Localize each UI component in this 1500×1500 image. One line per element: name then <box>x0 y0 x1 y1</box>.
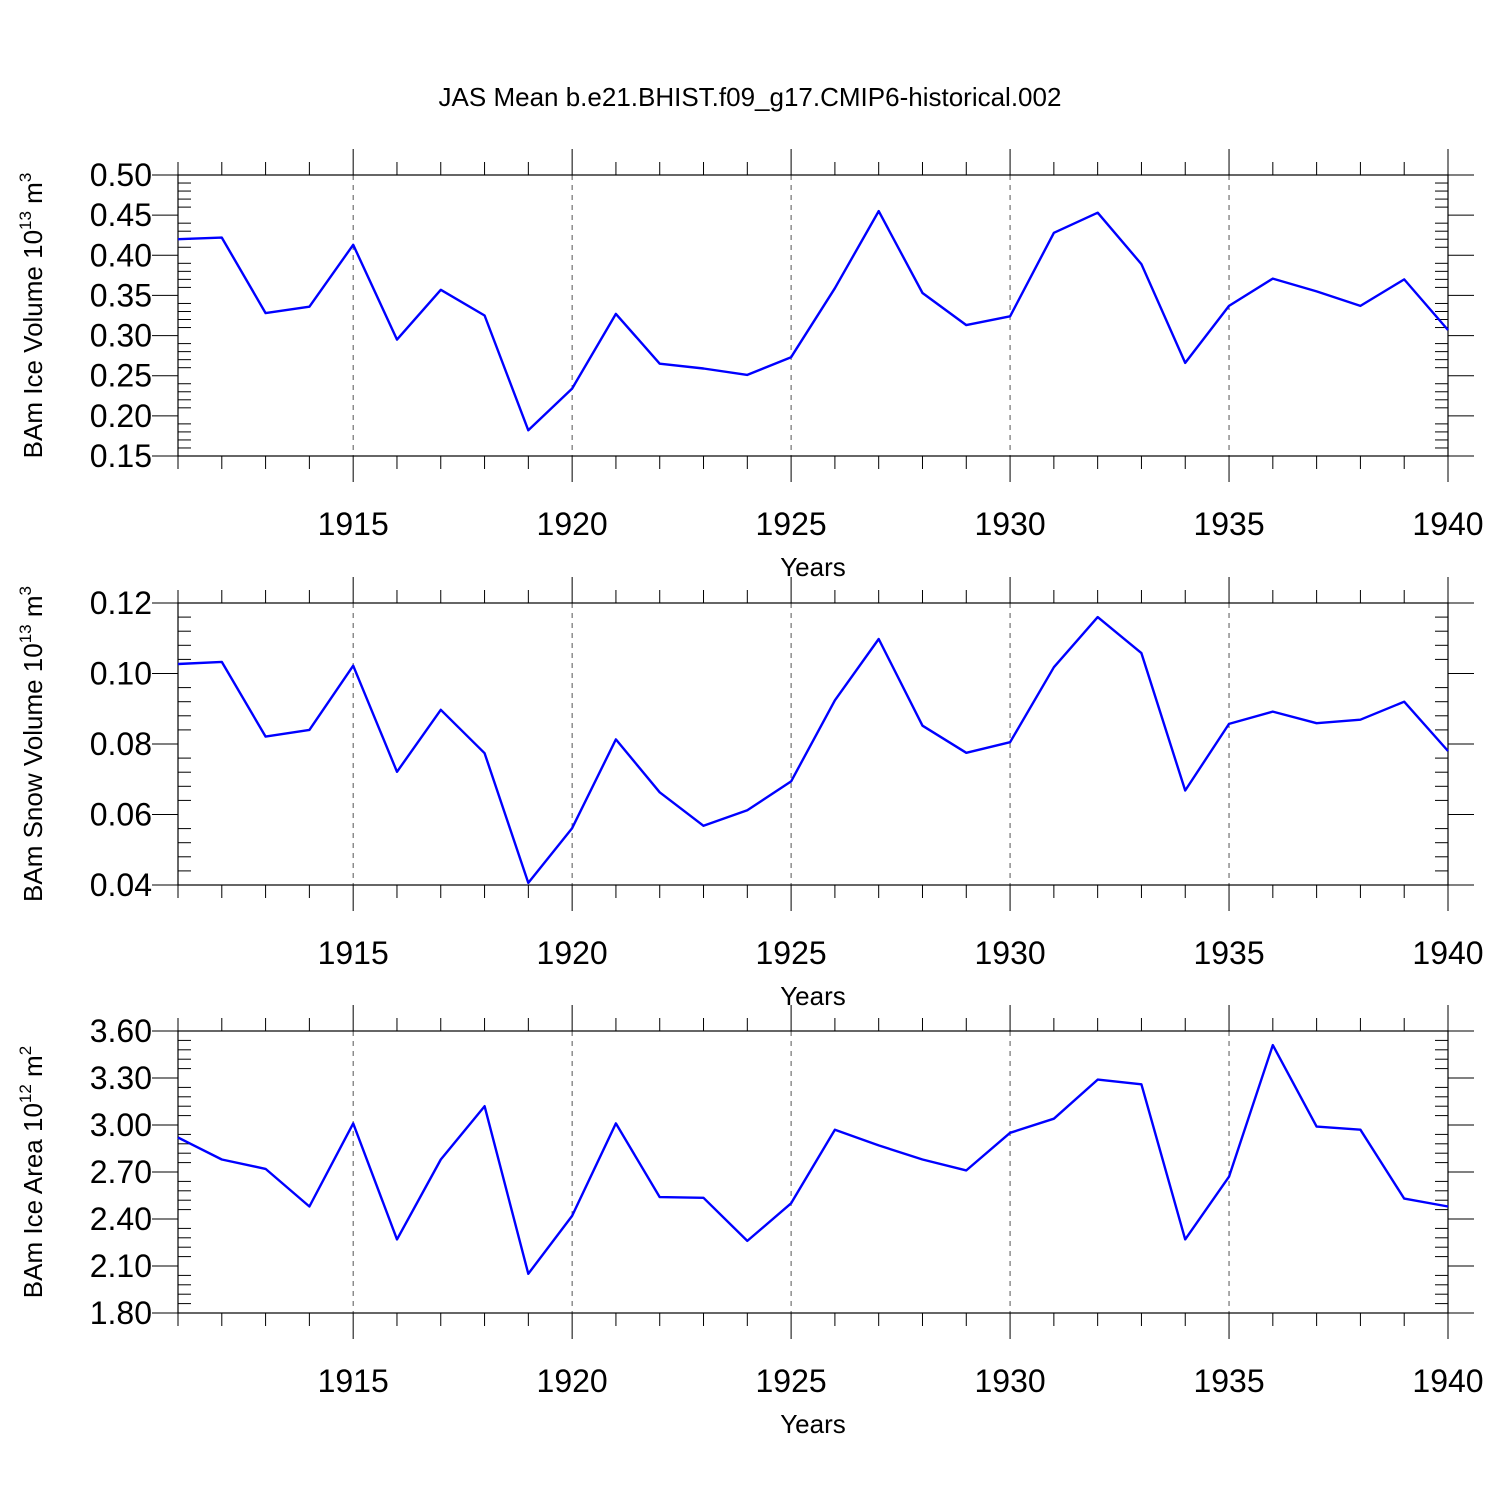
x-tick-label: 1930 <box>974 506 1045 542</box>
x-tick-label: 1915 <box>318 506 389 542</box>
y-tick-label: 0.12 <box>90 585 152 621</box>
y-tick-label: 0.50 <box>90 157 152 193</box>
y-tick-label: 1.80 <box>90 1295 152 1331</box>
x-tick-label: 1935 <box>1193 1363 1264 1399</box>
y-tick-label: 0.20 <box>90 398 152 434</box>
y-tick-label: 2.10 <box>90 1248 152 1284</box>
panel-ice-volume: 0.15 0.20 0.25 0.30 0.35 0.40 0.45 0.50 1915 1920… <box>16 149 1484 582</box>
x-tick-label: 1920 <box>537 1363 608 1399</box>
plot-frame <box>177 1030 1449 1314</box>
y-tick-label: 0.35 <box>90 277 152 313</box>
y-axis-label: BAm Ice Area 1012 m2 <box>16 1046 48 1298</box>
series-line <box>177 1043 1449 1276</box>
page-title: JAS Mean b.e21.BHIST.f09_g17.CMIP6-histo… <box>438 82 1062 112</box>
y-tick-label: 3.60 <box>90 1013 152 1049</box>
y-tick-label: 0.06 <box>90 797 152 833</box>
y-tick-label: 0.08 <box>90 726 152 762</box>
x-axis-label: Years <box>780 552 846 582</box>
x-tick-label: 1930 <box>974 1363 1045 1399</box>
y-tick-label: 0.04 <box>90 867 152 903</box>
y-tick-label: 3.00 <box>90 1107 152 1143</box>
x-tick-label: 1925 <box>756 1363 827 1399</box>
y-tick-label: 3.30 <box>90 1060 152 1096</box>
y-tick-label: 0.25 <box>90 358 152 394</box>
x-tick-label: 1920 <box>537 935 608 971</box>
x-tick-label: 1940 <box>1412 1363 1483 1399</box>
x-tick-label: 1935 <box>1193 935 1264 971</box>
y-axis-label: BAm Snow Volume 1013 m3 <box>16 586 48 902</box>
plot-frame <box>177 174 1449 457</box>
y-tick-label: 0.40 <box>90 237 152 273</box>
panel-ice-area: 1.80 2.10 2.40 2.70 3.00 3.30 3.60 1915 1920 1925… <box>16 1005 1484 1439</box>
y-tick-label: 0.15 <box>90 438 152 474</box>
panel-snow-volume: 0.04 0.06 0.08 0.10 0.12 1915 1920 1925 1930 1935… <box>16 577 1484 1011</box>
plot-frame <box>177 602 1449 886</box>
series-line <box>177 615 1449 885</box>
y-tick-label: 0.45 <box>90 197 152 233</box>
y-tick-label: 0.10 <box>90 656 152 692</box>
y-tick-label: 0.30 <box>90 318 152 354</box>
x-tick-label: 1940 <box>1412 506 1483 542</box>
x-tick-label: 1925 <box>756 935 827 971</box>
x-tick-label: 1930 <box>974 935 1045 971</box>
x-tick-label: 1940 <box>1412 935 1483 971</box>
series-line <box>177 209 1449 432</box>
x-axis-label: Years <box>780 1409 846 1439</box>
x-tick-label: 1925 <box>756 506 827 542</box>
x-axis-label: Years <box>780 981 846 1011</box>
y-axis-label: BAm Ice Volume 1013 m3 <box>16 173 48 459</box>
y-tick-label: 2.40 <box>90 1201 152 1237</box>
y-tick-label: 2.70 <box>90 1154 152 1190</box>
x-tick-label: 1920 <box>537 506 608 542</box>
x-tick-label: 1915 <box>318 1363 389 1399</box>
x-tick-label: 1935 <box>1193 506 1264 542</box>
x-tick-label: 1915 <box>318 935 389 971</box>
